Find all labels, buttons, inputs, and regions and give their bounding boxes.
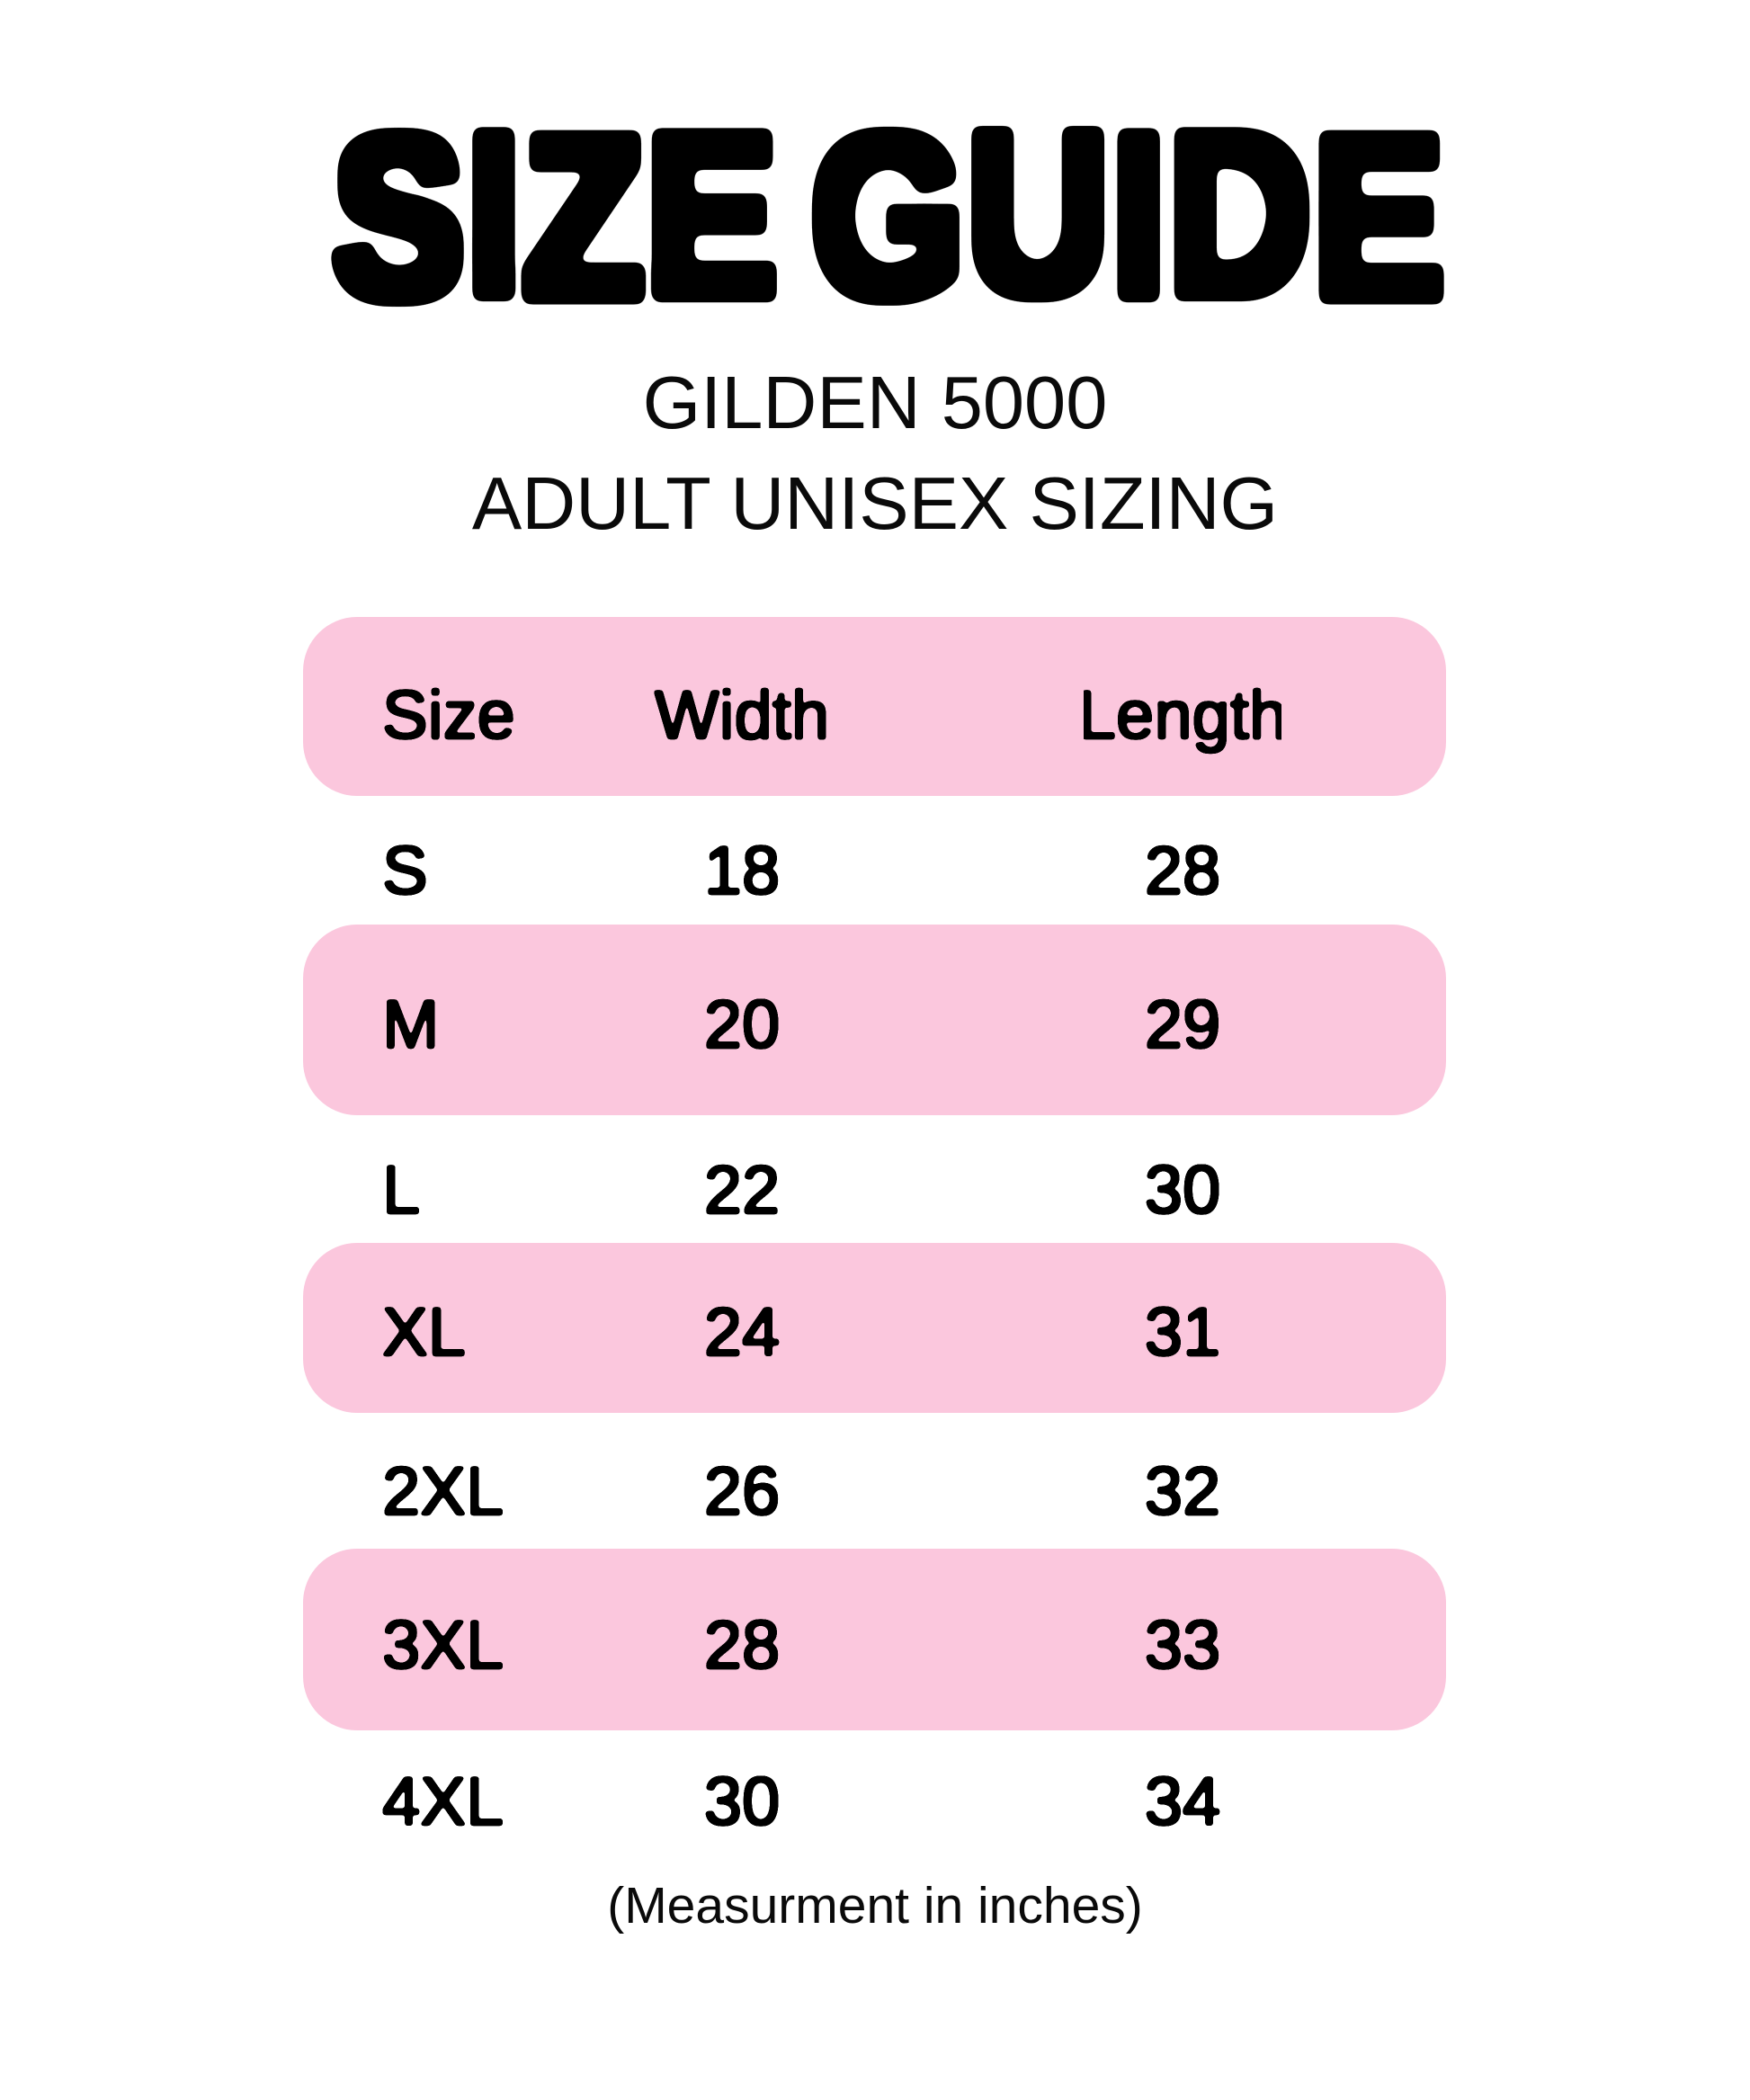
svg-text:L: L [382,1152,420,1229]
svg-text:3XL: 3XL [382,1607,504,1684]
svg-text:34: 34 [1145,1764,1221,1840]
svg-text:24: 24 [704,1294,781,1371]
svg-text:31: 31 [1145,1294,1221,1371]
svg-text:S: S [382,833,428,909]
svg-text:M: M [382,987,439,1063]
svg-text:Width: Width [655,677,829,754]
svg-text:26: 26 [704,1453,781,1530]
svg-text:20: 20 [704,987,781,1063]
svg-text:28: 28 [704,1607,781,1684]
svg-text:28: 28 [1145,833,1221,909]
svg-text:30: 30 [704,1764,781,1840]
svg-text:4XL: 4XL [382,1764,504,1840]
svg-text:29: 29 [1145,987,1221,1063]
svg-text:33: 33 [1145,1607,1221,1684]
svg-text:22: 22 [704,1152,781,1229]
svg-text:2XL: 2XL [382,1453,504,1530]
svg-text:30: 30 [1145,1152,1221,1229]
svg-text:18: 18 [704,833,781,909]
svg-text:XL: XL [382,1294,466,1371]
svg-text:Length: Length [1084,677,1281,754]
svg-text:32: 32 [1145,1453,1221,1530]
svg-text:Size: Size [382,677,515,754]
